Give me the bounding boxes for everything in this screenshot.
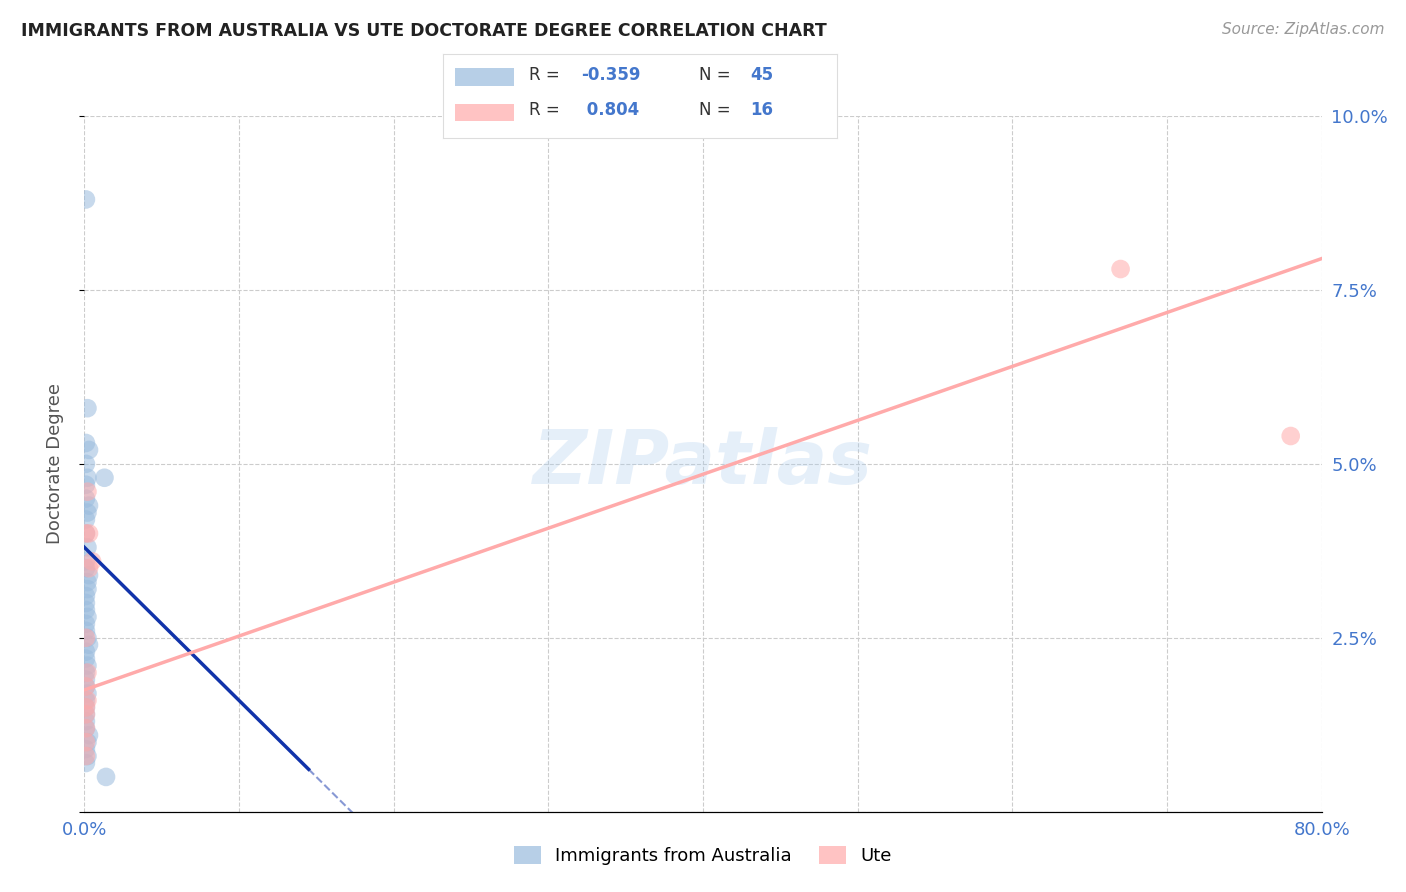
Point xyxy=(1279,429,1302,443)
Point xyxy=(75,700,97,714)
Point xyxy=(75,526,97,541)
Point xyxy=(76,693,98,707)
Point xyxy=(75,645,97,659)
Point xyxy=(75,616,97,631)
Text: 45: 45 xyxy=(749,66,773,84)
Point xyxy=(76,484,98,499)
Point xyxy=(75,624,97,638)
Point xyxy=(1109,262,1132,277)
Point xyxy=(75,693,97,707)
Text: N =: N = xyxy=(699,102,730,120)
Legend: Immigrants from Australia, Ute: Immigrants from Australia, Ute xyxy=(506,838,900,872)
Point xyxy=(75,651,97,665)
Point xyxy=(75,491,97,506)
Point xyxy=(75,596,97,610)
Point xyxy=(77,561,100,575)
Text: N =: N = xyxy=(699,66,730,84)
Text: 0.804: 0.804 xyxy=(581,102,638,120)
Point xyxy=(75,554,97,568)
Point xyxy=(75,700,97,714)
Point xyxy=(76,665,98,680)
Point xyxy=(93,471,115,485)
Point xyxy=(75,749,97,764)
Point xyxy=(77,728,100,742)
Text: IMMIGRANTS FROM AUSTRALIA VS UTE DOCTORATE DEGREE CORRELATION CHART: IMMIGRANTS FROM AUSTRALIA VS UTE DOCTORA… xyxy=(21,22,827,40)
Point xyxy=(76,506,98,520)
Point xyxy=(75,665,97,680)
Point xyxy=(76,471,98,485)
Point xyxy=(75,561,97,575)
Point xyxy=(75,603,97,617)
Point xyxy=(75,680,97,694)
Point xyxy=(75,457,97,471)
Point xyxy=(75,436,97,450)
Point xyxy=(75,512,97,526)
Bar xyxy=(454,103,513,121)
Point xyxy=(75,477,97,491)
Point xyxy=(75,680,97,694)
Point xyxy=(76,582,98,596)
Text: 16: 16 xyxy=(749,102,773,120)
Point xyxy=(75,742,97,756)
Point xyxy=(75,735,97,749)
Point xyxy=(76,575,98,590)
Point xyxy=(77,442,100,457)
Point xyxy=(76,541,98,555)
Point xyxy=(76,658,98,673)
Point xyxy=(77,499,100,513)
Point xyxy=(75,707,97,722)
Point xyxy=(77,568,100,582)
Point xyxy=(75,673,97,687)
Text: Source: ZipAtlas.com: Source: ZipAtlas.com xyxy=(1222,22,1385,37)
Text: ZIPatlas: ZIPatlas xyxy=(533,427,873,500)
Y-axis label: Doctorate Degree: Doctorate Degree xyxy=(45,384,63,544)
Text: R =: R = xyxy=(530,66,560,84)
Point xyxy=(82,554,104,568)
Point xyxy=(76,735,98,749)
Point xyxy=(76,631,98,645)
Point xyxy=(75,589,97,603)
Point xyxy=(75,721,97,735)
Point xyxy=(75,714,97,729)
Bar xyxy=(454,68,513,86)
Point xyxy=(75,193,97,207)
Point xyxy=(76,610,98,624)
Point xyxy=(75,631,97,645)
Point xyxy=(75,526,97,541)
Point xyxy=(77,638,100,652)
Point xyxy=(75,707,97,722)
Point xyxy=(77,526,100,541)
Point xyxy=(94,770,117,784)
Point xyxy=(75,756,97,770)
Point xyxy=(76,686,98,700)
Point xyxy=(76,401,98,416)
Text: -0.359: -0.359 xyxy=(581,66,640,84)
Text: R =: R = xyxy=(530,102,560,120)
Point xyxy=(75,721,97,735)
Point xyxy=(76,749,98,764)
